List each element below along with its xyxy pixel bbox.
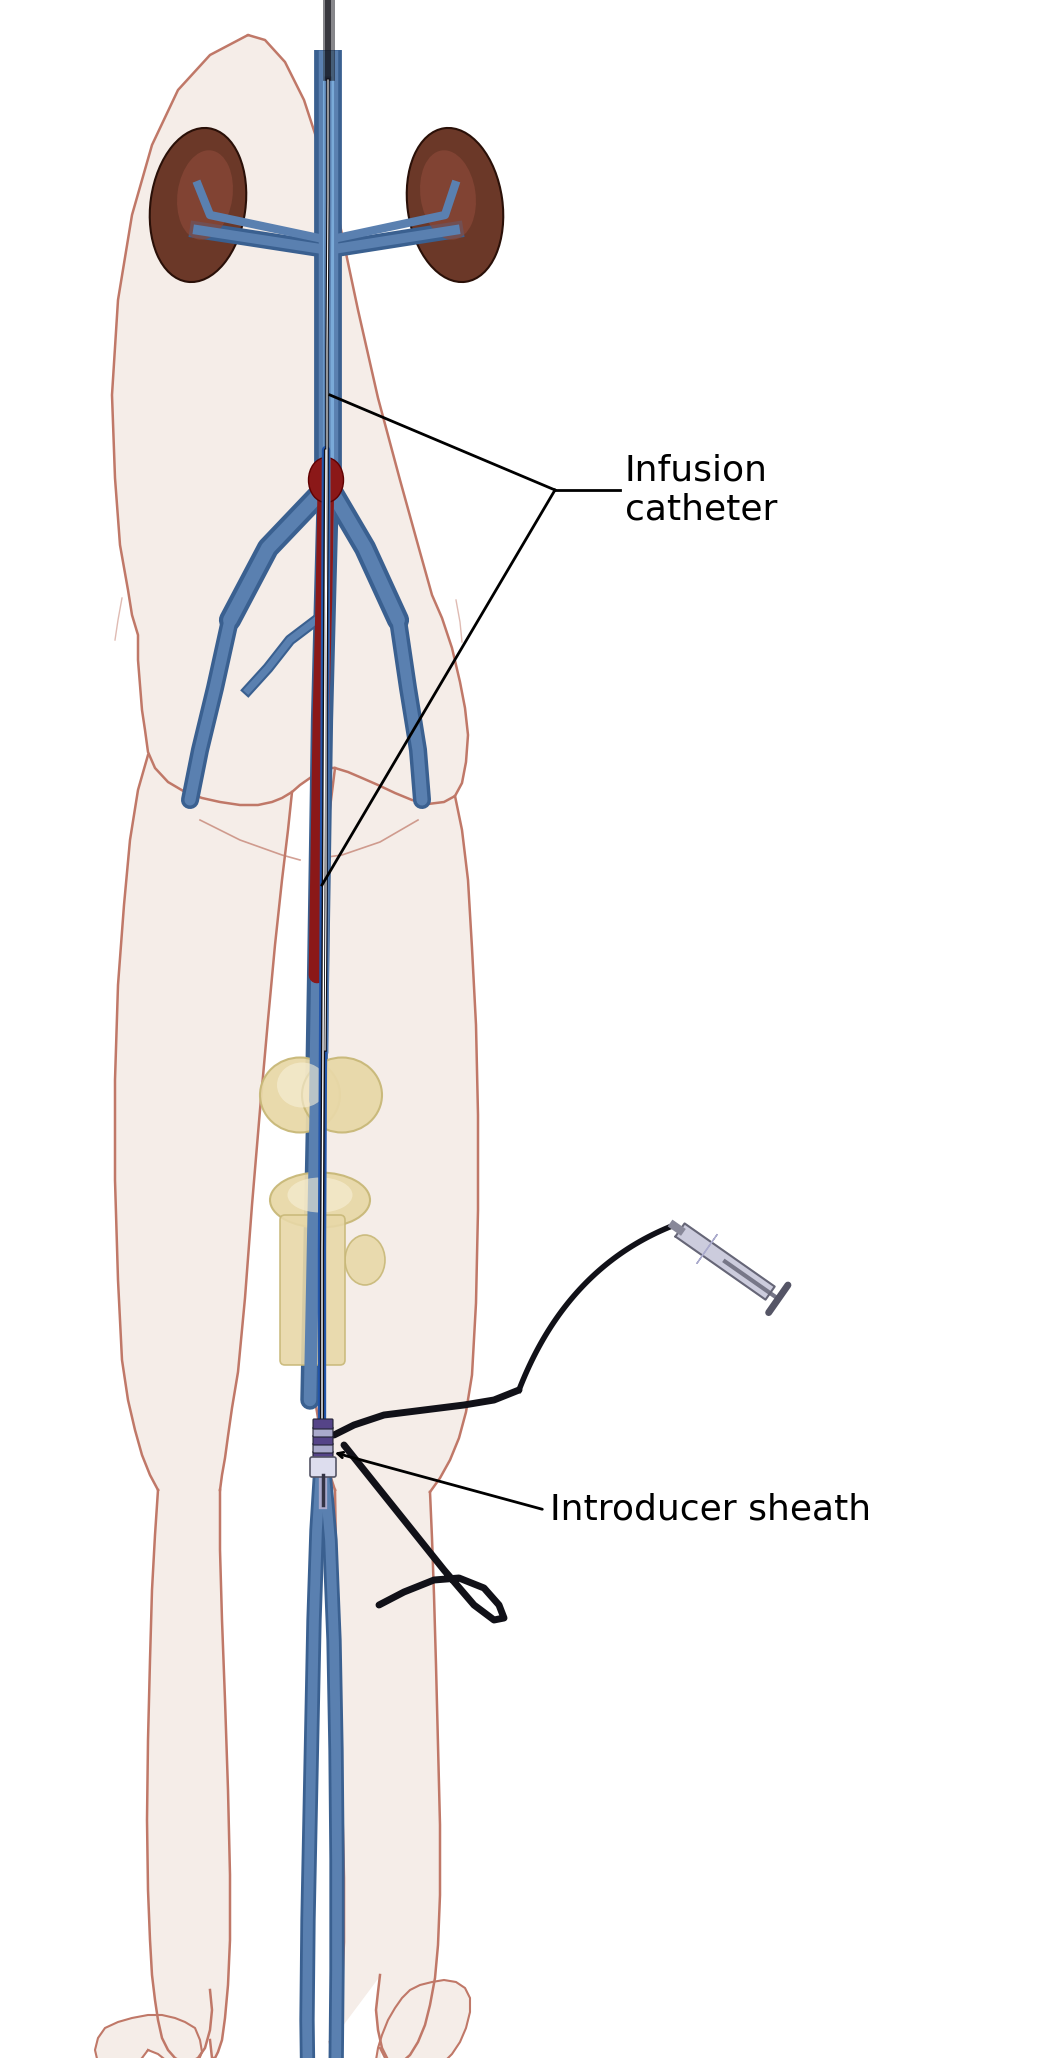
- Polygon shape: [115, 755, 292, 1490]
- Ellipse shape: [308, 457, 343, 502]
- Ellipse shape: [420, 150, 476, 239]
- Polygon shape: [147, 1490, 230, 2058]
- Ellipse shape: [345, 1235, 385, 1284]
- Ellipse shape: [270, 1173, 370, 1227]
- FancyBboxPatch shape: [311, 1457, 336, 1478]
- Ellipse shape: [287, 1177, 352, 1212]
- Polygon shape: [707, 1235, 718, 1249]
- Polygon shape: [330, 1490, 440, 2058]
- Ellipse shape: [302, 1058, 382, 1132]
- FancyBboxPatch shape: [313, 1420, 333, 1428]
- Polygon shape: [697, 1249, 707, 1264]
- Text: Introducer sheath: Introducer sheath: [550, 1492, 871, 1527]
- Polygon shape: [676, 1222, 775, 1301]
- Ellipse shape: [150, 128, 247, 282]
- FancyBboxPatch shape: [280, 1214, 345, 1364]
- FancyBboxPatch shape: [313, 1426, 333, 1436]
- Ellipse shape: [407, 128, 504, 282]
- Ellipse shape: [277, 1062, 327, 1107]
- Polygon shape: [95, 2015, 202, 2058]
- Polygon shape: [376, 1980, 470, 2058]
- Ellipse shape: [260, 1058, 340, 1132]
- Polygon shape: [112, 35, 468, 805]
- Ellipse shape: [177, 150, 233, 239]
- FancyBboxPatch shape: [313, 1434, 333, 1445]
- Text: Infusion
catheter: Infusion catheter: [625, 453, 777, 527]
- Polygon shape: [311, 768, 478, 1492]
- FancyBboxPatch shape: [313, 1451, 333, 1461]
- FancyBboxPatch shape: [313, 1443, 333, 1453]
